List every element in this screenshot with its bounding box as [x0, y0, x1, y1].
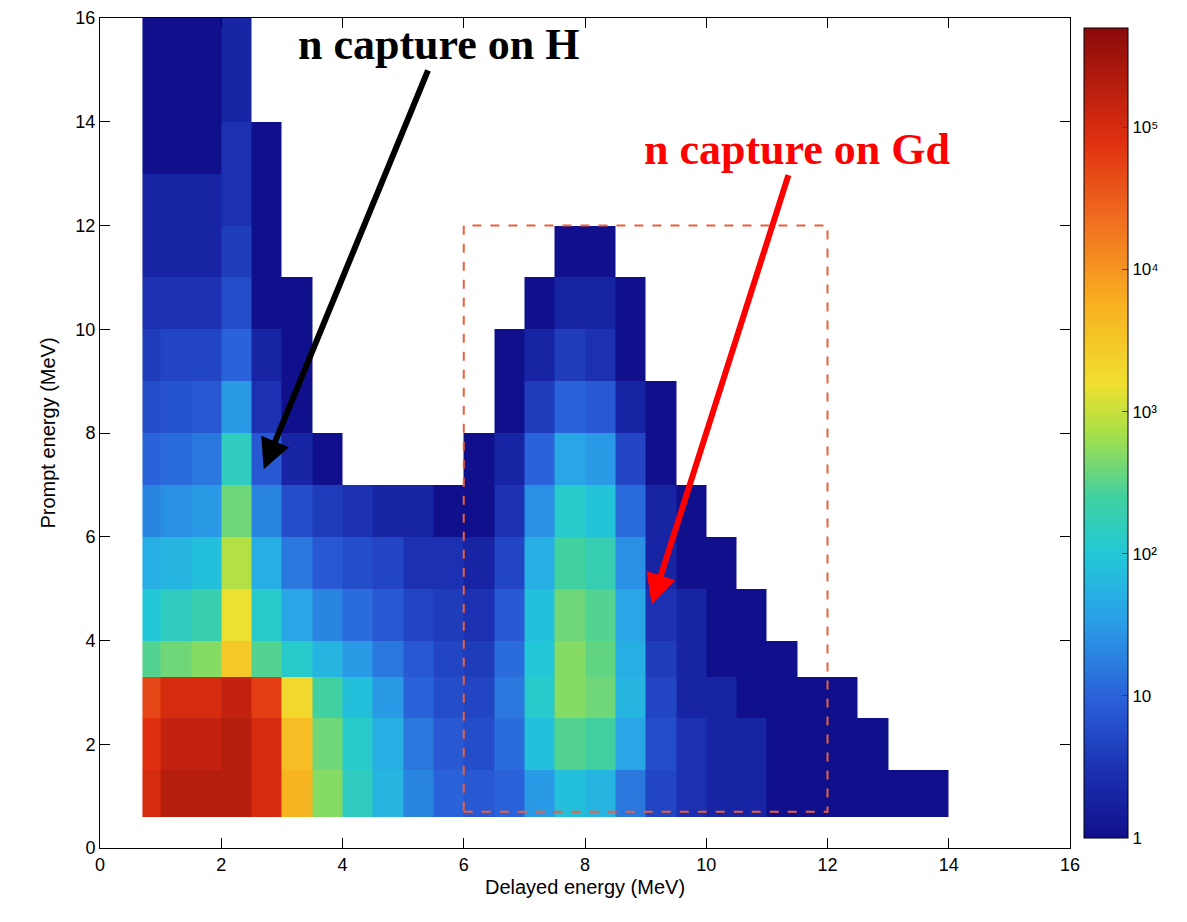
- svg-text:12: 12: [817, 855, 837, 875]
- svg-text:16: 16: [75, 8, 95, 28]
- svg-text:10: 10: [1132, 687, 1151, 706]
- svg-text:14: 14: [75, 112, 95, 132]
- svg-text:10: 10: [75, 320, 95, 340]
- svg-text:16: 16: [1060, 855, 1080, 875]
- svg-text:12: 12: [75, 216, 95, 236]
- svg-text:n capture on H: n capture on H: [298, 20, 580, 69]
- svg-text:4: 4: [85, 631, 95, 651]
- svg-text:1: 1: [1132, 829, 1141, 848]
- svg-text:Delayed energy (MeV): Delayed energy (MeV): [485, 876, 685, 898]
- svg-text:14: 14: [939, 855, 959, 875]
- svg-text:4: 4: [337, 855, 347, 875]
- svg-text:10⁴: 10⁴: [1132, 260, 1158, 279]
- svg-text:8: 8: [85, 423, 95, 443]
- svg-text:0: 0: [85, 838, 95, 858]
- svg-text:0: 0: [95, 855, 105, 875]
- svg-text:2: 2: [85, 735, 95, 755]
- svg-text:2: 2: [216, 855, 226, 875]
- svg-text:10: 10: [696, 855, 716, 875]
- svg-text:10²: 10²: [1132, 545, 1157, 564]
- svg-text:10⁵: 10⁵: [1132, 118, 1158, 137]
- svg-text:10³: 10³: [1132, 403, 1157, 422]
- svg-text:8: 8: [580, 855, 590, 875]
- svg-text:6: 6: [85, 527, 95, 547]
- svg-text:6: 6: [459, 855, 469, 875]
- svg-text:n capture on Gd: n capture on Gd: [644, 125, 950, 174]
- svg-text:Prompt energy (MeV): Prompt energy (MeV): [37, 337, 59, 528]
